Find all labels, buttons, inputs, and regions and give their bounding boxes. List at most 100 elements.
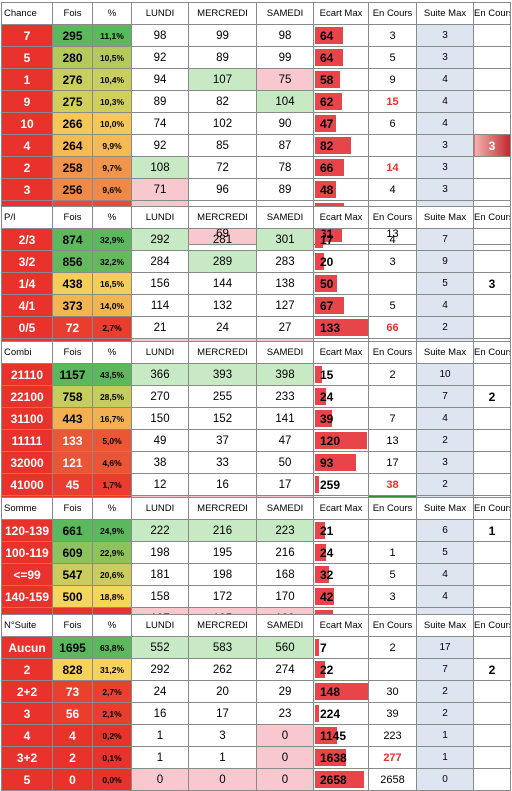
- row-label: 3: [1, 702, 53, 725]
- suite-max-cell: 6: [416, 519, 474, 542]
- header-en-cours2: En Cours: [473, 614, 511, 637]
- header-lundi: LUNDI: [131, 206, 189, 229]
- ecart-bar: [315, 115, 336, 132]
- suite-max-cell: 2: [416, 429, 474, 452]
- ecart-max-cell: 7: [313, 636, 369, 659]
- ecart-bar: [315, 476, 319, 493]
- suite-max-cell: 3: [416, 46, 474, 69]
- lundi-cell: 150: [131, 407, 189, 430]
- lundi-cell: 49: [131, 429, 189, 452]
- samedi-cell: 89: [256, 178, 314, 201]
- ecart-max-cell: 48: [313, 178, 369, 201]
- ecart-value: 42: [320, 589, 334, 604]
- header-lundi: LUNDI: [131, 341, 189, 364]
- ecart-value: 21: [320, 523, 334, 538]
- count-cell: 256: [52, 178, 93, 201]
- table-row: 10 266 10,0% 74 102 90 47 6 4: [1, 112, 511, 135]
- header-name: Chance: [1, 2, 53, 25]
- en-cours-cell: 277: [368, 746, 417, 769]
- header-fois: Fois: [52, 206, 93, 229]
- header-name: N°Suite: [1, 614, 53, 637]
- count-cell: 2: [52, 746, 93, 769]
- count-cell: 438: [52, 272, 93, 295]
- table-row: 4 264 9,9% 92 85 87 82 3 3: [1, 134, 511, 157]
- en-cours-cell: [368, 272, 417, 295]
- table-1: P/I Fois% LUNDI MERCREDI SAMEDI Ecart Max En C…: [1, 206, 511, 361]
- percent-cell: 5,0%: [92, 429, 132, 452]
- suite-max-cell: 0: [416, 768, 474, 791]
- row-label: 140-159: [1, 585, 53, 608]
- ecart-value: 224: [320, 706, 341, 721]
- suite-max-cell: 7: [416, 228, 474, 251]
- percent-cell: 43,5%: [92, 363, 132, 386]
- en-cours-suite-cell: [473, 636, 511, 659]
- stats-table: Somme Fois% LUNDI MERCREDI SAMEDI Ecart Max En…: [1, 497, 511, 630]
- ecart-max-cell: 39: [313, 407, 369, 430]
- mercredi-cell: 195: [188, 541, 257, 564]
- ecart-max-cell: 62: [313, 90, 369, 113]
- en-cours-cell: [368, 658, 417, 681]
- en-cours-cell: 15: [368, 90, 417, 113]
- ecart-value: 148: [320, 684, 341, 699]
- lundi-cell: 74: [131, 112, 189, 135]
- percent-cell: 9,9%: [92, 134, 132, 157]
- samedi-cell: 170: [256, 585, 314, 608]
- header-fois: Fois: [52, 341, 93, 364]
- header-fois: Fois: [52, 497, 93, 520]
- percent-cell: 16,5%: [92, 272, 132, 295]
- table-row: 7 295 11,1% 98 99 98 64 3 3: [1, 24, 511, 47]
- mercredi-cell: 89: [188, 46, 257, 69]
- ecart-bar: [315, 319, 368, 336]
- suite-max-cell: 4: [416, 407, 474, 430]
- ecart-max-cell: 50: [313, 272, 369, 295]
- lundi-cell: 270: [131, 385, 189, 408]
- samedi-cell: 138: [256, 272, 314, 295]
- suite-max-cell: 3: [416, 178, 474, 201]
- ecart-bar: [315, 522, 325, 539]
- en-cours-suite-cell: [473, 473, 511, 496]
- percent-cell: 63,8%: [92, 636, 132, 659]
- samedi-cell: 398: [256, 363, 314, 386]
- row-label: 7: [1, 24, 53, 47]
- mercredi-cell: 0: [188, 768, 257, 791]
- mercredi-cell: 1: [188, 746, 257, 769]
- ecart-max-cell: 58: [313, 68, 369, 91]
- samedi-cell: 23: [256, 702, 314, 725]
- row-label: 0/5: [1, 316, 53, 339]
- header-mercredi: MERCREDI: [188, 614, 257, 637]
- en-cours-cell: 5: [368, 294, 417, 317]
- row-label: 31100: [1, 407, 53, 430]
- count-cell: 0: [52, 768, 93, 791]
- header-pct: %: [92, 614, 132, 637]
- stats-table: N°Suite Fois% LUNDI MERCREDI SAMEDI Ecart Max…: [1, 614, 511, 791]
- table-row: 120-139 661 24,9% 222 216 223 21 6 1: [1, 519, 511, 542]
- count-cell: 500: [52, 585, 93, 608]
- ecart-value: 50: [320, 276, 334, 291]
- ecart-bar: [315, 727, 337, 744]
- header-en-cours: En Cours: [368, 206, 417, 229]
- ecart-max-cell: 17: [313, 228, 369, 251]
- samedi-cell: 0: [256, 746, 314, 769]
- percent-cell: 22,9%: [92, 541, 132, 564]
- mercredi-cell: 96: [188, 178, 257, 201]
- header-name: Combi: [1, 341, 53, 364]
- lundi-cell: 292: [131, 228, 189, 251]
- table-row: 2 258 9,7% 108 72 78 66 14 3: [1, 156, 511, 179]
- header-lundi: LUNDI: [131, 614, 189, 637]
- mercredi-cell: 152: [188, 407, 257, 430]
- mercredi-cell: 72: [188, 156, 257, 179]
- header-pct: %: [92, 2, 132, 25]
- header-en-cours2: En Cours: [473, 341, 511, 364]
- samedi-cell: 168: [256, 563, 314, 586]
- table-row: 5 280 10,5% 92 89 99 64 5 3: [1, 46, 511, 69]
- mercredi-cell: 20: [188, 680, 257, 703]
- lundi-cell: 38: [131, 451, 189, 474]
- table-row: 2+2 73 2,7% 24 20 29 148 30 2: [1, 680, 511, 703]
- header-samedi: SAMEDI: [256, 206, 314, 229]
- suite-max-cell: 1: [416, 724, 474, 747]
- percent-cell: 10,3%: [92, 90, 132, 113]
- mercredi-cell: 393: [188, 363, 257, 386]
- percent-cell: 2,1%: [92, 702, 132, 725]
- header-mercredi: MERCREDI: [188, 497, 257, 520]
- en-cours-cell: 3: [368, 585, 417, 608]
